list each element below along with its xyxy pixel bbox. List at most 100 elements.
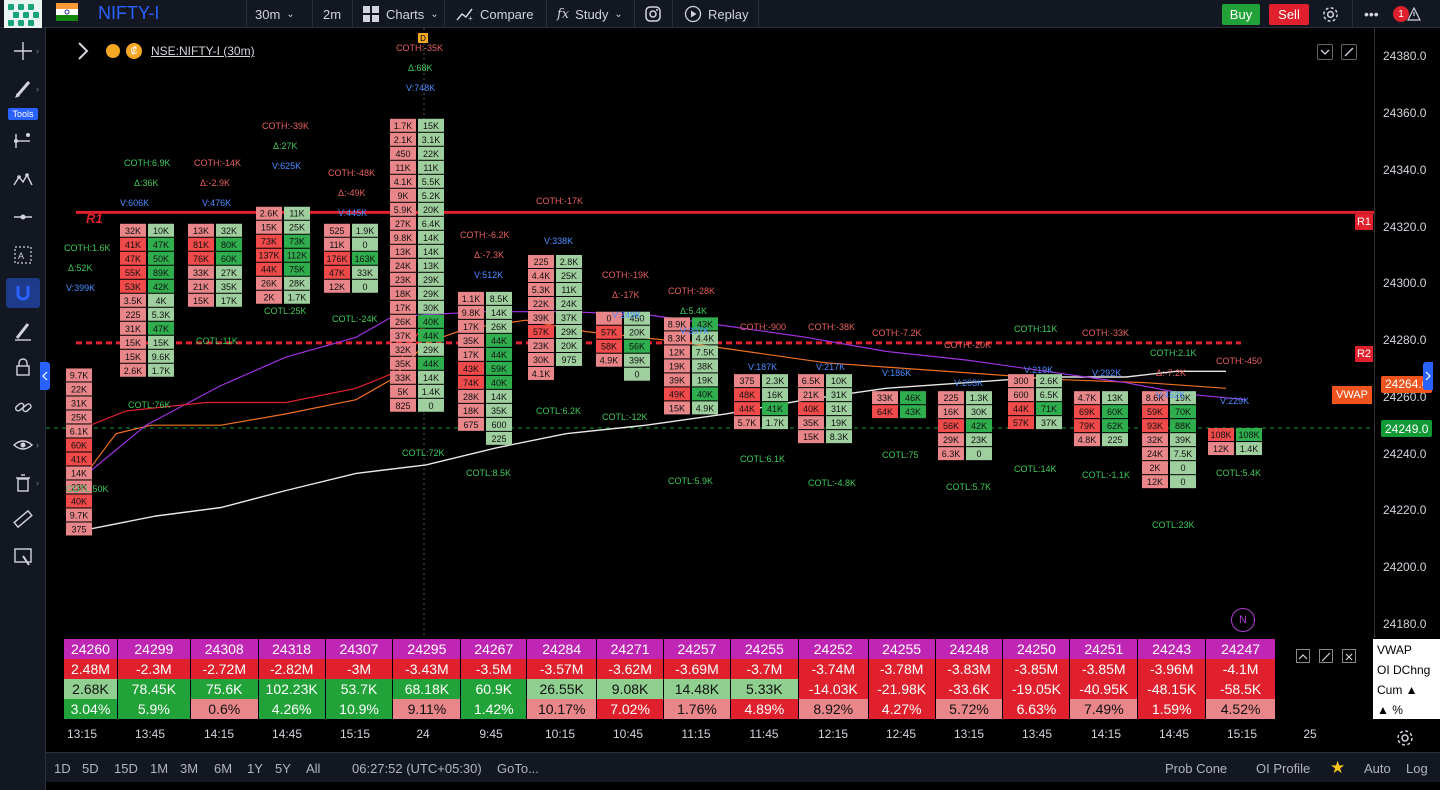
pencil-tool[interactable] bbox=[6, 74, 40, 104]
collapse-button[interactable] bbox=[1317, 44, 1333, 60]
chevron-right-icon[interactable]: › bbox=[36, 478, 39, 488]
footprint-bar[interactable]: 1.1K 8.5K 9.8K 14K 17K 26K 35K 44K 17K 44K 43K 59K 7… bbox=[458, 291, 512, 445]
time-axis[interactable]: 13:15 13:45 14:15 14:45 15:15 24 9:45 10:15 10:4… bbox=[46, 719, 1374, 747]
maximize-button[interactable] bbox=[1341, 44, 1357, 60]
oi-profile-button[interactable]: OI Profile bbox=[1256, 761, 1311, 776]
buy-button[interactable]: Buy bbox=[1222, 4, 1260, 25]
footprint-bar[interactable]: 525 1.9K 11K 0 176K 163K 47K 33K 12K 0 bbox=[324, 223, 378, 293]
footprint-bar[interactable]: 0 450 57K 20K 58K 56K 4.9K 39K 0 bbox=[596, 311, 650, 381]
ask-cell bbox=[556, 324, 582, 338]
magnet-tool[interactable] bbox=[6, 278, 40, 308]
prob-cone-button[interactable]: Prob Cone bbox=[1165, 761, 1228, 776]
footprint-bar[interactable]: 4.7K 13K 69K 60K 79K 62K 4.8K 225 bbox=[1074, 391, 1128, 447]
range-button-5d[interactable]: 5D bbox=[82, 761, 99, 776]
text-tool[interactable]: A bbox=[6, 240, 40, 270]
ask-volume-label: 8.3K bbox=[830, 432, 849, 442]
footprint-bar[interactable]: 33K 46K 64K 43K bbox=[872, 391, 926, 419]
expand-icon bbox=[1321, 652, 1331, 662]
footprint-bar[interactable]: 2.6K 11K 15K 25K 73K 73K 137K 112K 44K 75K 26K 28K 2… bbox=[256, 206, 310, 304]
link-tool[interactable] bbox=[6, 392, 40, 422]
interval-2m-button[interactable]: 2m bbox=[323, 0, 341, 28]
bar-annotation: V:186K bbox=[882, 368, 911, 378]
pattern-tool[interactable] bbox=[6, 164, 40, 194]
bar-annotation: Δ:52K bbox=[68, 263, 93, 273]
delete-tool[interactable] bbox=[6, 468, 40, 498]
ask-cell bbox=[826, 416, 852, 430]
compare-label: Compare bbox=[480, 6, 534, 22]
compare-button[interactable]: + Compare bbox=[456, 0, 533, 28]
footprint-bar[interactable]: 375 2.3K 48K 16K 44K 41K 5.7K 1.7K bbox=[734, 374, 788, 430]
ruler-tool[interactable] bbox=[6, 504, 40, 534]
footprint-bar[interactable]: 1.7K 15K 2.1K 3.1K 450 22K 11K 11K 4.1K 5.5K 9K 5.2… bbox=[390, 118, 444, 412]
footprint-bar[interactable]: 6.5K 10K 21K 31K 40K 31K 35K 19K 15K 8.3K bbox=[798, 374, 852, 444]
left-panel-toggle[interactable] bbox=[40, 362, 50, 390]
interval-dropdown[interactable]: 30m ⌄ bbox=[255, 0, 295, 28]
pitchfork-tool[interactable] bbox=[6, 126, 40, 156]
range-button-5y[interactable]: 5Y bbox=[275, 761, 291, 776]
footprint-bar[interactable]: 13K 32K 81K 80K 76K 60K 33K 27K 21K 35K 15K 17K bbox=[188, 223, 242, 307]
footprint-bar[interactable]: 225 1.3K 16K 30K 56K 42K 29K 23K 6.3K 0 bbox=[938, 391, 992, 461]
footprint-bar[interactable]: 300 2.6K 600 6.5K 44K 71K 57K 37K bbox=[1008, 374, 1062, 430]
visibility-tool[interactable] bbox=[6, 430, 40, 460]
price-axis[interactable]: 24380.0 24360.0 24340.0 24320.0 24300.0 24280… bbox=[1374, 28, 1440, 638]
range-button-1y[interactable]: 1Y bbox=[247, 761, 263, 776]
chart-legend-symbol[interactable]: NSE:NIFTY-I (30m) bbox=[151, 44, 255, 58]
table-collapse-button[interactable] bbox=[1296, 649, 1310, 663]
symbol-name[interactable]: NIFTY-I bbox=[98, 3, 160, 23]
chevron-right-icon[interactable]: › bbox=[36, 84, 39, 94]
right-panel-toggle[interactable] bbox=[1423, 362, 1433, 390]
chevron-right-icon[interactable] bbox=[76, 41, 90, 66]
range-button-15d[interactable]: 15D bbox=[114, 761, 138, 776]
sell-button[interactable]: Sell bbox=[1269, 4, 1309, 25]
settings-button[interactable] bbox=[1321, 0, 1340, 28]
auto-scale-button[interactable]: Auto bbox=[1364, 761, 1391, 776]
time-axis-label: 24 bbox=[416, 727, 430, 741]
range-button-all[interactable]: All bbox=[306, 761, 321, 776]
chart-area[interactable]: 9.7K 22K 31K 25K 6.1K 60K 41K 14K 23K 40K 9.7K 375 3… bbox=[46, 28, 1374, 638]
screenshot-button[interactable] bbox=[644, 0, 662, 28]
ask-cell bbox=[148, 307, 174, 321]
table-maximize-button[interactable] bbox=[1319, 649, 1333, 663]
charts-dropdown[interactable]: Charts ⌄ bbox=[362, 0, 439, 28]
clock-display[interactable]: 06:27:52 (UTC+05:30) bbox=[352, 761, 482, 776]
news-marker[interactable]: N bbox=[1231, 608, 1255, 632]
footprint-bar[interactable]: 8.6K 19K 59K 70K 93K 88K 32K 39K 24K 7.5K 2K 0 12K 0 bbox=[1142, 391, 1196, 489]
range-button-3m[interactable]: 3M bbox=[180, 761, 199, 776]
chevron-right-icon[interactable]: › bbox=[36, 46, 39, 56]
bid-cell bbox=[528, 282, 554, 296]
log-scale-button[interactable]: Log bbox=[1406, 761, 1428, 776]
range-button-1d[interactable]: 1D bbox=[54, 761, 71, 776]
oi-dchng-row-label: OI DChng bbox=[1377, 663, 1431, 677]
footprint-bar[interactable]: 8.9K 43K 8.3K 4.4K 12K 7.5K 19K 38K 39K 19K 49K 40K… bbox=[664, 317, 718, 415]
ask-cell bbox=[418, 370, 444, 384]
ask-cell bbox=[556, 254, 582, 268]
chevron-right-icon[interactable]: › bbox=[36, 440, 39, 450]
bar-annotation: V:249K bbox=[612, 310, 641, 320]
range-button-6m[interactable]: 6M bbox=[214, 761, 233, 776]
crosshair-tool[interactable] bbox=[6, 36, 40, 66]
footprint-bar[interactable]: 32K 10K 41K 47K 47K 50K 55K 89K 53K 42K 3.5K 4K 225 5… bbox=[120, 223, 174, 377]
more-menu-button[interactable]: ••• bbox=[1364, 0, 1379, 28]
replay-button[interactable]: Replay bbox=[684, 0, 748, 28]
table-close-button[interactable] bbox=[1342, 649, 1356, 663]
ask-volume-label: 14K bbox=[423, 373, 439, 383]
table-cell: 5.9% bbox=[117, 699, 191, 719]
footprint-bar[interactable]: 225 2.8K 4.4K 25K 5.3K 11K 22K 24K 39K 37K 57K 29K 2… bbox=[528, 254, 582, 380]
study-dropdown[interactable]: fx Study ⌄ bbox=[557, 0, 623, 28]
footprint-bar[interactable]: 108K 108K 12K 1.4K bbox=[1208, 428, 1262, 456]
axis-settings-button[interactable] bbox=[1395, 728, 1415, 753]
app-logo[interactable] bbox=[4, 0, 42, 30]
brush-tool[interactable] bbox=[6, 316, 40, 346]
footprint-bar[interactable]: 9.7K 22K 31K 25K 6.1K 60K 41K 14K 23K 40K 9.7K 375 bbox=[66, 368, 92, 536]
alerts-button[interactable]: 1 bbox=[1393, 0, 1421, 28]
zoom-tool[interactable] bbox=[6, 542, 40, 572]
ask-cell bbox=[1036, 402, 1062, 416]
measure-tool[interactable] bbox=[6, 202, 40, 232]
star-icon[interactable]: ★ bbox=[1330, 758, 1346, 777]
table-cell: 26.55K bbox=[527, 679, 598, 699]
lock-tool[interactable] bbox=[6, 352, 40, 382]
table-cell: 5.72% bbox=[935, 699, 1004, 719]
range-button-1m[interactable]: 1M bbox=[150, 761, 169, 776]
goto-button[interactable]: GoTo... bbox=[497, 761, 539, 776]
